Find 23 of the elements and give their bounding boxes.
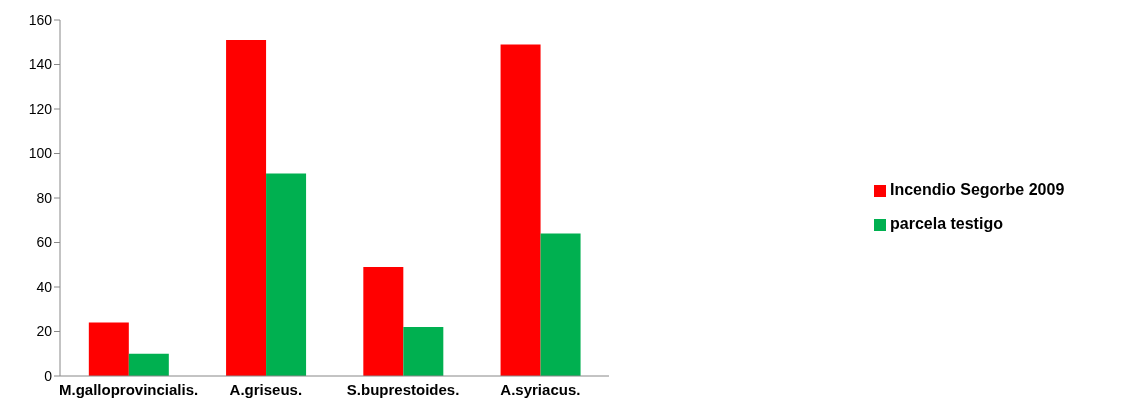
y-tick-label: 0 [44, 367, 53, 384]
x-tick-label: A.griseus. [229, 380, 303, 398]
y-tick-label: 140 [28, 56, 53, 73]
legend-label: Incendio Segorbe 2009 [890, 181, 1065, 198]
bar [88, 322, 129, 376]
y-tick-label: 60 [36, 234, 53, 251]
y-tick-label: 80 [36, 189, 53, 206]
bar [403, 327, 444, 376]
bar [266, 173, 307, 376]
bar [226, 40, 267, 376]
y-tick-label: 100 [28, 145, 53, 162]
y-tick-label: 160 [28, 11, 53, 28]
bar [363, 266, 404, 376]
bar [500, 44, 541, 376]
y-tick-label: 120 [28, 100, 53, 117]
y-tick-label: 40 [36, 278, 53, 295]
x-tick-label: M.galloprovincialis. [59, 380, 199, 398]
y-tick-label: 20 [36, 323, 53, 340]
bar [128, 353, 169, 376]
x-tick-label: A.syriacus. [500, 380, 581, 398]
bar [540, 233, 581, 376]
x-tick-label: S.buprestoides. [346, 380, 460, 398]
legend-label: parcela testigo [890, 215, 1003, 232]
